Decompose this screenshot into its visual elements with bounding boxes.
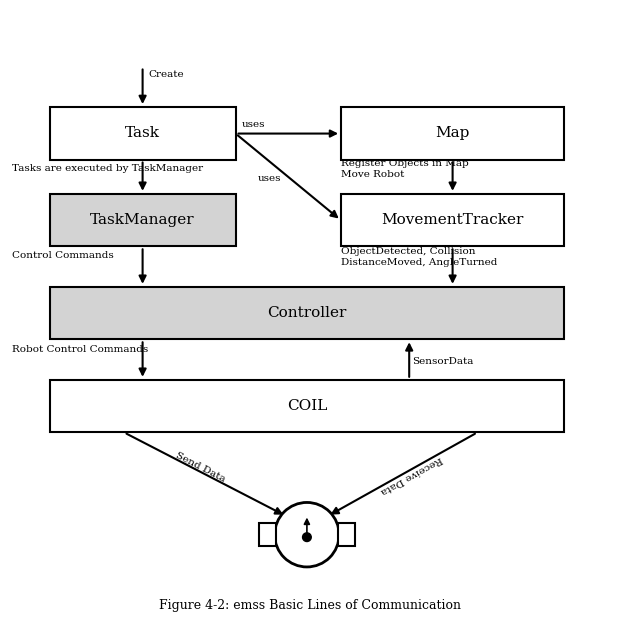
FancyBboxPatch shape bbox=[50, 194, 236, 247]
Text: Send Data: Send Data bbox=[174, 450, 227, 483]
FancyBboxPatch shape bbox=[341, 194, 564, 247]
Text: ObjectDetected, Collision
DistanceMoved, AngleTurned: ObjectDetected, Collision DistanceMoved,… bbox=[341, 247, 497, 267]
Text: TaskManager: TaskManager bbox=[91, 213, 195, 227]
FancyBboxPatch shape bbox=[50, 107, 236, 159]
FancyBboxPatch shape bbox=[50, 287, 564, 340]
Text: Figure 4-2: emss Basic Lines of Communication: Figure 4-2: emss Basic Lines of Communic… bbox=[159, 599, 461, 612]
Text: Control Commands: Control Commands bbox=[12, 251, 114, 260]
Bar bbox=[259, 523, 276, 546]
Text: Register Objects in Map
Move Robot: Register Objects in Map Move Robot bbox=[341, 159, 469, 179]
Text: uses: uses bbox=[257, 174, 281, 183]
Text: Create: Create bbox=[149, 70, 184, 78]
Text: SensorData: SensorData bbox=[412, 356, 474, 366]
Text: COIL: COIL bbox=[286, 399, 327, 413]
FancyBboxPatch shape bbox=[341, 107, 564, 159]
Text: Task: Task bbox=[125, 126, 160, 140]
Text: Map: Map bbox=[435, 126, 470, 140]
Text: Controller: Controller bbox=[267, 306, 347, 320]
Bar bbox=[338, 523, 355, 546]
Text: Tasks are executed by TaskManager: Tasks are executed by TaskManager bbox=[12, 164, 203, 173]
Text: uses: uses bbox=[242, 120, 265, 128]
Text: Robot Control Commands: Robot Control Commands bbox=[12, 345, 149, 354]
Circle shape bbox=[303, 533, 311, 541]
Text: MovementTracker: MovementTracker bbox=[381, 213, 524, 227]
FancyBboxPatch shape bbox=[50, 379, 564, 432]
Text: Receive Data: Receive Data bbox=[379, 454, 443, 496]
